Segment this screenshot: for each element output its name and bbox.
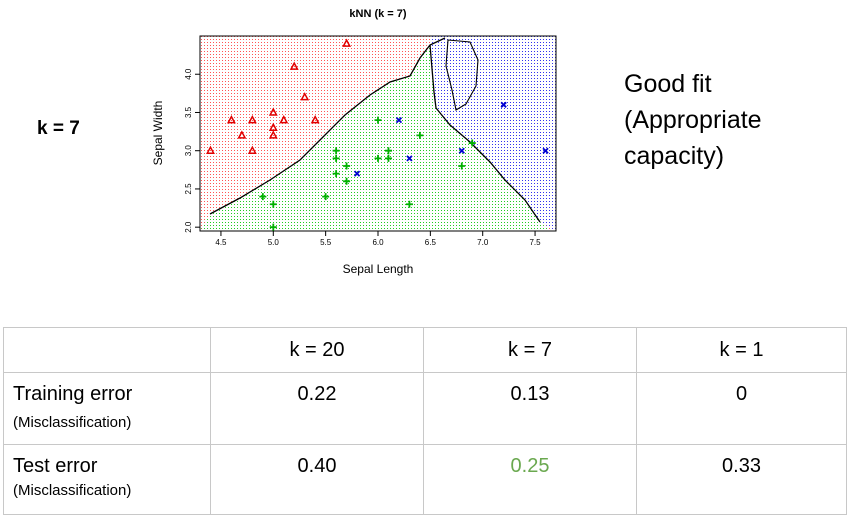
table-header-cell: k = 7 <box>423 327 637 373</box>
x-tick-label: 6.5 <box>425 238 437 247</box>
k-value-label: k = 7 <box>37 118 80 139</box>
triangle-point <box>268 122 278 132</box>
row-header: Test error (Misclassification) <box>3 444 211 515</box>
table-header-cell: k = 1 <box>636 327 847 373</box>
table-row: Training error (Misclassification) 0.22 … <box>3 372 847 445</box>
cross-point <box>353 170 361 177</box>
cross-point <box>406 155 413 162</box>
fit-description-line: Good fit <box>624 70 712 98</box>
table-header-cell: k = 20 <box>210 327 424 373</box>
y-tick-label: 4.0 <box>184 68 193 80</box>
plus-point <box>416 131 424 139</box>
x-tick-label: 4.5 <box>215 238 227 247</box>
fit-description: Good fit (Appropriate capacity) <box>624 66 762 174</box>
data-points <box>206 38 549 231</box>
x-tick-label: 6.0 <box>372 238 384 247</box>
green-class-region <box>200 45 550 231</box>
triangle-point <box>206 145 215 154</box>
cross-point <box>458 147 465 154</box>
y-axis: 2.0 2.5 3.0 3.5 4.0 <box>184 68 200 233</box>
fit-description-line: (Appropriate <box>624 106 762 134</box>
triangle-point <box>268 107 278 116</box>
triangle-point <box>342 38 352 47</box>
plus-point <box>269 223 277 231</box>
x-tick-label: 7.0 <box>477 238 489 247</box>
triangle-point <box>289 61 299 70</box>
table-cell: 0.13 <box>423 372 637 445</box>
triangle-point <box>247 115 257 124</box>
triangle-point <box>226 115 236 124</box>
triangle-point <box>279 115 289 124</box>
decision-boundary-green-blue <box>429 44 541 223</box>
cross-point <box>500 101 507 108</box>
plus-point <box>384 147 392 155</box>
row-label: Training error <box>13 383 133 405</box>
y-tick-label: 2.0 <box>184 221 193 233</box>
plus-point <box>322 193 330 201</box>
decision-boundary-red-green <box>209 37 446 215</box>
y-axis-label: Sepal Width <box>151 101 165 166</box>
plus-point <box>259 193 267 201</box>
triangle-point <box>247 145 257 154</box>
table-header-cell <box>3 327 211 373</box>
plus-point <box>384 154 392 162</box>
table-header-row: k = 20 k = 7 k = 1 <box>3 327 847 373</box>
plus-point <box>332 170 340 178</box>
row-sublabel: (Misclassification) <box>13 414 132 431</box>
table-cell: 0.33 <box>636 444 847 515</box>
highlighted-table-cell: 0.25 <box>423 444 637 515</box>
plus-point <box>269 200 277 208</box>
chart-title: kNN (k = 7) <box>349 8 406 20</box>
y-tick-label: 3.0 <box>184 145 193 157</box>
triangle-point <box>310 115 320 124</box>
knn-decision-boundary-chart: kNN (k = 7) 4.5 5.0 5.5 6.0 6.5 7.0 7.5 2.0 2.5… <box>151 8 557 276</box>
row-label: Test error <box>13 455 98 477</box>
y-tick-label: 2.5 <box>184 183 193 195</box>
table-cell: 0 <box>636 372 847 445</box>
plus-point <box>468 139 476 147</box>
row-sublabel: (Misclassification) <box>13 482 132 499</box>
triangle-point <box>237 130 247 139</box>
x-tick-label: 5.5 <box>320 238 332 247</box>
plus-point <box>374 116 382 124</box>
table-cell: 0.40 <box>210 444 424 515</box>
y-tick-label: 3.5 <box>184 106 193 118</box>
x-tick-label: 7.5 <box>529 238 541 247</box>
table-row: Test error (Misclassification) 0.40 0.25… <box>3 444 847 515</box>
cross-point <box>395 116 403 124</box>
x-tick-label: 5.0 <box>268 238 280 247</box>
x-axis: 4.5 5.0 5.5 6.0 6.5 7.0 7.5 <box>215 231 541 247</box>
plus-point <box>405 200 413 208</box>
triangle-point <box>268 130 278 139</box>
plus-point <box>343 177 351 185</box>
plus-point <box>332 147 340 155</box>
triangle-point <box>300 92 310 101</box>
plus-point <box>343 162 351 170</box>
plus-point <box>458 162 466 170</box>
plus-point <box>374 154 382 162</box>
x-axis-label: Sepal Length <box>343 262 414 276</box>
fit-description-line: capacity) <box>624 142 725 170</box>
plus-point <box>332 154 340 162</box>
cross-point <box>542 147 549 154</box>
decision-boundary-island <box>445 39 479 111</box>
row-header: Training error (Misclassification) <box>3 372 211 445</box>
table-cell: 0.22 <box>210 372 424 445</box>
error-comparison-table: k = 20 k = 7 k = 1 Training error (Miscl… <box>3 327 847 515</box>
